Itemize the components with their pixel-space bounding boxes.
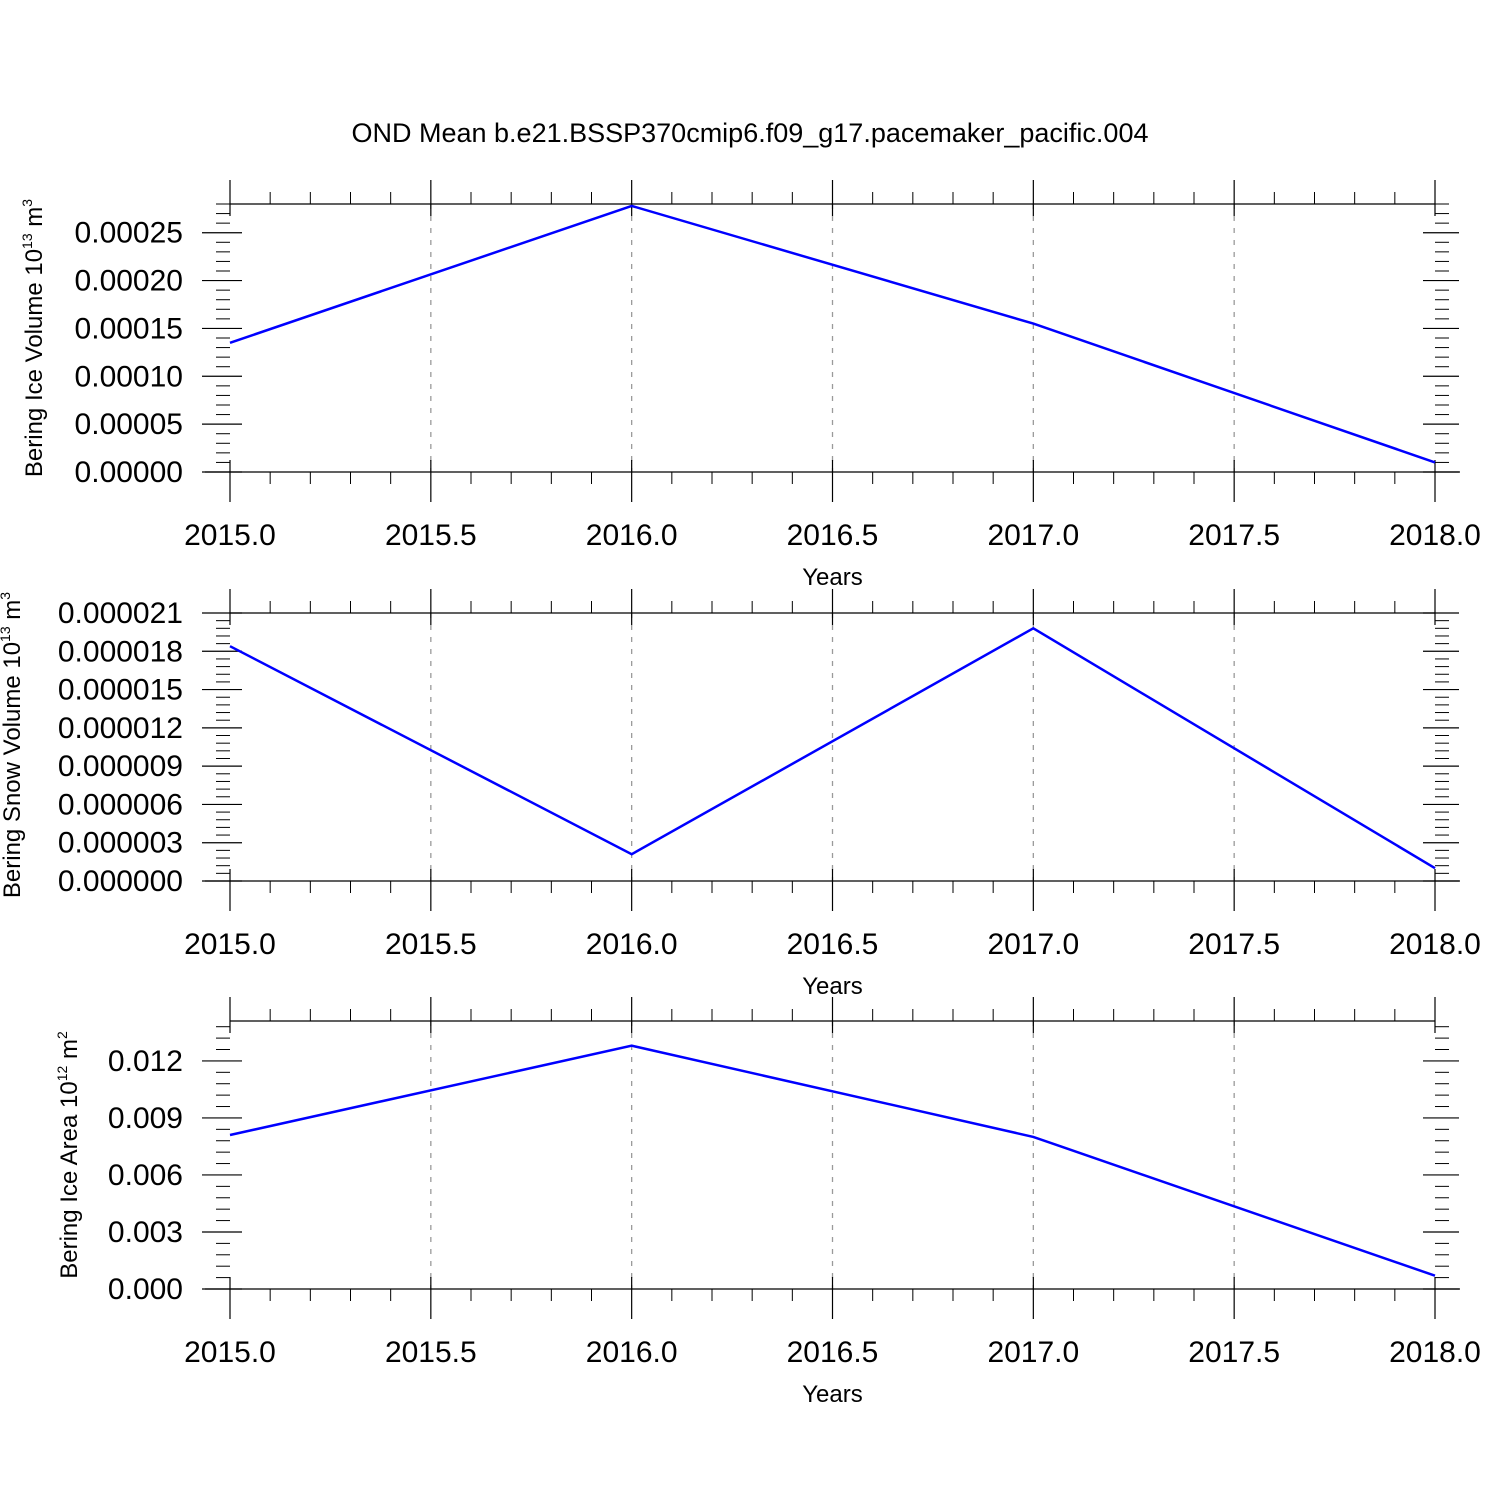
series-line	[229, 1044, 1436, 1277]
series-line	[229, 204, 1436, 464]
x-tick-label: 2017.0	[987, 928, 1079, 961]
y-tick-label: 0.000	[108, 1273, 183, 1306]
y-tick-label: 0.000018	[58, 635, 183, 668]
x-tick-label: 2015.5	[385, 928, 477, 961]
x-tick-label: 2017.0	[987, 519, 1079, 552]
y-tick-label: 0.003	[108, 1216, 183, 1249]
y-tick-label: 0.00020	[75, 265, 183, 298]
x-tick-label: 2015.0	[184, 519, 276, 552]
y-tick-label: 0.00010	[75, 360, 183, 393]
y-axis-label-exponent: 13	[0, 626, 13, 642]
y-axis-label-prefix: Bering Snow Volume 10	[0, 642, 26, 898]
x-tick-label: 2016.0	[586, 1336, 678, 1369]
y-tick-label: 0.00015	[75, 312, 183, 345]
y-axis-label-unit: m	[56, 1039, 83, 1066]
y-axis-label-unit-exponent: 3	[0, 592, 13, 600]
x-tick-label: 2018.0	[1389, 928, 1481, 961]
y-tick-label: 0.000003	[58, 827, 183, 860]
x-tick-label: 2017.5	[1188, 1336, 1280, 1369]
y-axis-label-unit: m	[0, 600, 26, 627]
y-axis-label-prefix: Bering Ice Area 10	[56, 1081, 83, 1278]
y-tick-label: 0.00005	[75, 408, 183, 441]
x-tick-label: 2015.0	[184, 928, 276, 961]
y-axis-label: Bering Ice Area 1012 m2	[54, 1031, 83, 1279]
x-tick-label: 2016.0	[586, 928, 678, 961]
y-tick-label: 0.000012	[58, 712, 183, 745]
x-axis-label: Years	[802, 1381, 863, 1408]
y-tick-label: 0.00025	[75, 217, 183, 250]
x-axis-label: Years	[802, 564, 863, 591]
y-axis-label-unit: m	[21, 207, 48, 234]
x-tick-label: 2018.0	[1389, 519, 1481, 552]
x-tick-label: 2015.0	[184, 1336, 276, 1369]
x-tick-label: 2015.5	[385, 519, 477, 552]
y-axis-label-unit-exponent: 2	[54, 1031, 70, 1039]
y-axis-label-exponent: 13	[19, 233, 35, 249]
x-tick-label: 2016.0	[586, 519, 678, 552]
y-tick-label: 0.000015	[58, 674, 183, 707]
x-tick-label: 2017.5	[1188, 928, 1280, 961]
figure-title: OND Mean b.e21.BSSP370cmip6.f09_g17.pace…	[352, 118, 1149, 148]
y-axis-label: Bering Ice Volume 1013 m3	[19, 199, 48, 477]
chart-panel-2: 0.000000 0.000003 0.000006 0.000009 0.000012…	[0, 589, 1481, 1000]
y-tick-label: 0.000000	[58, 865, 183, 898]
y-tick-label: 0.00000	[75, 456, 183, 489]
chart-panel-1: 0.00000 0.00005 0.00010 0.00015 0.00020 0.000…	[19, 180, 1481, 591]
y-tick-label: 0.006	[108, 1159, 183, 1192]
x-axis-label: Years	[802, 973, 863, 1000]
series-line	[229, 626, 1436, 870]
y-tick-label: 0.012	[108, 1045, 183, 1078]
x-tick-label: 2018.0	[1389, 1336, 1481, 1369]
x-tick-label: 2015.5	[385, 1336, 477, 1369]
y-axis-label-exponent: 12	[54, 1066, 70, 1082]
x-tick-label: 2017.0	[987, 1336, 1079, 1369]
y-axis-label-unit-exponent: 3	[19, 199, 35, 207]
x-tick-label: 2017.5	[1188, 519, 1280, 552]
x-tick-label: 2016.5	[787, 928, 879, 961]
x-tick-label: 2016.5	[787, 519, 879, 552]
y-tick-label: 0.009	[108, 1102, 183, 1135]
y-tick-label: 0.000006	[58, 788, 183, 821]
y-axis-label: Bering Snow Volume 1013 m3	[0, 592, 26, 898]
y-axis-label-prefix: Bering Ice Volume 10	[21, 249, 48, 477]
x-tick-label: 2016.5	[787, 1336, 879, 1369]
y-tick-label: 0.000009	[58, 750, 183, 783]
y-tick-label: 0.000021	[58, 597, 183, 630]
chart-panel-3: 0.000 0.003 0.006 0.009 0.012 2015.0 2015.5 201…	[54, 997, 1481, 1408]
